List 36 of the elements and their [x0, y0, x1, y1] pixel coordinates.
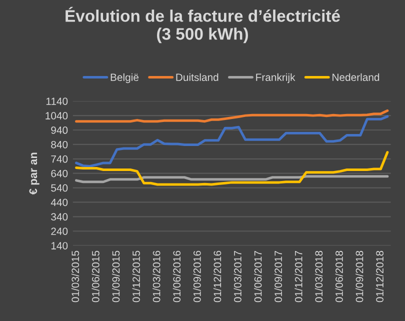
y-tick-label: 140	[51, 242, 68, 250]
x-tick-label: 01/03/2015	[71, 250, 80, 302]
y-tick-label: 1140	[46, 98, 68, 105]
x-tick-label: 01/12/2015	[132, 250, 140, 302]
y-tick-label: 540	[51, 184, 68, 192]
y-tick-label: 1040	[46, 112, 68, 120]
chart-title: Évolution de la facture d’électricité (3 500 kWh)	[66, 6, 340, 44]
x-tick-label: 01/06/2015	[92, 250, 100, 302]
y-tick-label: 640	[51, 170, 68, 178]
y-tick-label: 240	[51, 228, 68, 235]
x-tick-label: 01/03/2018	[314, 250, 323, 302]
y-tick-label: 840	[51, 140, 68, 148]
y-axis-title: € par an	[29, 152, 40, 195]
legend-label: België	[110, 73, 139, 84]
y-tick-label: 340	[51, 213, 68, 221]
line-series	[75, 115, 389, 168]
line-series	[75, 109, 389, 123]
x-tick-label: 01/06/2017	[254, 250, 262, 302]
x-tick-label: 01/09/2015	[112, 250, 120, 302]
x-tick-label: 01/12/2018	[376, 250, 384, 302]
x-tick-label: 01/09/2016	[193, 250, 201, 302]
y-tick-label: 740	[51, 155, 68, 163]
x-tick-label: 01/06/2018	[335, 250, 343, 302]
legend-label: Nederland	[332, 73, 380, 82]
y-tick-label: 940	[51, 126, 68, 134]
x-tick-label: 01/09/2017	[274, 250, 282, 302]
x-tick-label: 01/03/2017	[234, 250, 242, 302]
y-tick-label: 440	[50, 198, 68, 206]
x-tick-label: 01/09/2018	[356, 250, 364, 302]
x-tick-label: 01/06/2016	[172, 250, 181, 302]
line-series	[75, 151, 389, 186]
legend-label: Frankrijk	[256, 73, 296, 84]
x-tick-label: 01/03/2016	[152, 250, 160, 302]
x-tick-label: 01/12/2017	[294, 250, 302, 302]
legend-label: Duitsland	[176, 73, 218, 82]
x-tick-label: 01/12/2016	[213, 250, 222, 302]
